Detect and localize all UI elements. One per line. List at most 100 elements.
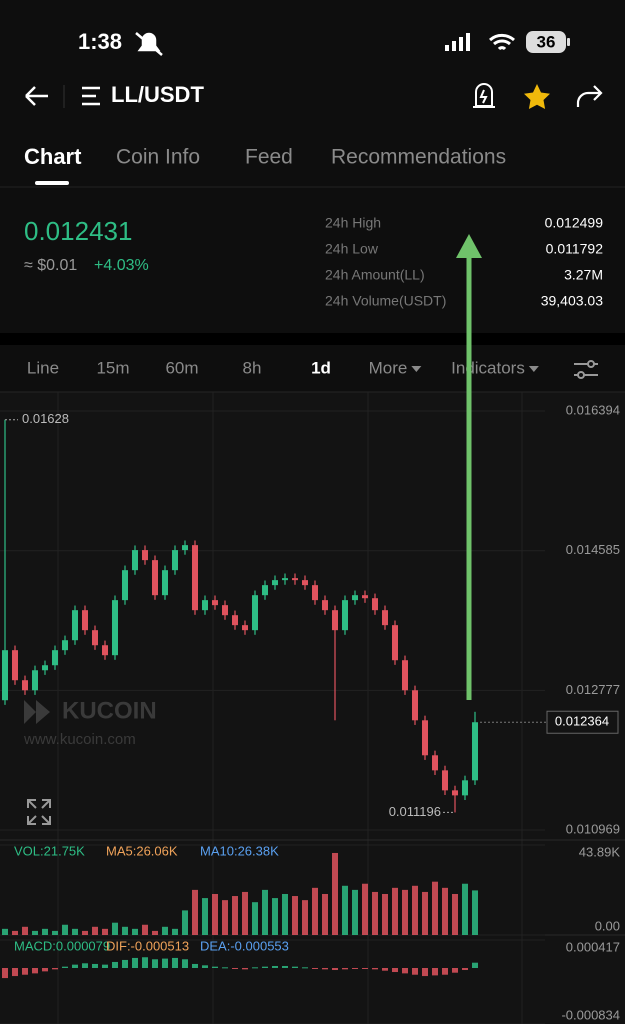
bar — [282, 893, 288, 935]
candle-body — [392, 625, 398, 661]
bar — [222, 967, 228, 969]
y-tick-label: 0.012777 — [566, 682, 620, 697]
tab[interactable]: Coin Info — [116, 146, 200, 169]
stat-value: 39,403.03 — [541, 293, 603, 309]
fullscreen-button[interactable] — [27, 799, 51, 825]
interval-tab[interactable]: 60m — [165, 358, 198, 377]
bar — [2, 928, 8, 935]
bar — [202, 965, 208, 968]
candle-body — [342, 600, 348, 631]
y-tick-label: 0.010969 — [566, 821, 620, 836]
candle-body — [92, 630, 98, 646]
bar — [232, 968, 238, 969]
tab[interactable]: Recommendations — [331, 146, 506, 169]
candle-body — [262, 585, 268, 596]
interval-tab[interactable]: 8h — [243, 358, 262, 377]
candle-body — [302, 580, 308, 586]
interval-tab[interactable]: 1d — [311, 358, 331, 377]
bar — [112, 961, 118, 968]
candle-body — [132, 550, 138, 571]
bar — [22, 926, 28, 935]
candle-body — [222, 605, 228, 616]
bar — [222, 900, 228, 935]
min-label: 0.011196 — [389, 804, 441, 819]
interval-tab[interactable]: Line — [27, 358, 59, 377]
interval-tab[interactable]: 15m — [96, 358, 129, 377]
tab[interactable]: Feed — [245, 146, 293, 169]
candle-body — [322, 600, 328, 611]
bar — [202, 898, 208, 935]
bar — [372, 891, 378, 935]
bar — [362, 883, 368, 935]
y-tick-label: 0.000417 — [566, 939, 620, 954]
bar — [232, 896, 238, 935]
stat-value: 0.011792 — [546, 241, 604, 257]
bar — [62, 924, 68, 935]
interval-tab[interactable]: More — [369, 358, 408, 377]
bar — [162, 958, 168, 968]
bar — [142, 924, 148, 935]
favorite-icon[interactable] — [524, 84, 550, 109]
bar — [252, 967, 258, 969]
bar — [192, 889, 198, 935]
tab-active[interactable]: Chart — [24, 144, 82, 169]
candle-body — [332, 610, 338, 631]
candle-body — [182, 545, 188, 551]
candle-body — [312, 585, 318, 601]
bar — [362, 968, 368, 969]
bar — [352, 968, 358, 969]
interval-tab[interactable]: Indicators — [451, 358, 525, 377]
bar — [32, 930, 38, 935]
bar — [332, 968, 338, 971]
bar — [32, 968, 38, 974]
stat-label: 24h Amount(LL) — [325, 267, 425, 283]
bar — [92, 926, 98, 935]
candle-body — [102, 645, 108, 656]
bar — [432, 968, 438, 976]
candle-body — [452, 790, 458, 796]
stat-value: 0.012499 — [545, 215, 604, 231]
candle-body — [372, 598, 378, 611]
dropdown-caret — [411, 366, 422, 372]
bar — [132, 957, 138, 968]
bar — [102, 928, 108, 935]
bar — [352, 889, 358, 935]
indicator-label: DIF:-0.000513 — [106, 938, 189, 953]
bar — [452, 893, 458, 935]
stat-label: 24h High — [325, 215, 381, 231]
candle-body — [82, 610, 88, 631]
pair-title[interactable]: LL/USDT — [111, 82, 204, 107]
alert-icon[interactable] — [473, 83, 495, 108]
bar — [452, 968, 458, 973]
candle-body — [442, 770, 448, 791]
dropdown-caret — [528, 366, 539, 372]
candle-body — [232, 615, 238, 626]
candle-body — [462, 780, 468, 796]
bar — [412, 885, 418, 935]
bar — [322, 893, 328, 935]
settings-knob — [577, 371, 585, 379]
menu-icon[interactable] — [82, 86, 100, 106]
bar — [92, 963, 98, 968]
wifi-icon — [489, 33, 515, 51]
battery-tip — [567, 38, 570, 46]
stat-value: 3.27M — [564, 267, 603, 283]
bar — [242, 891, 248, 935]
back-button[interactable] — [25, 86, 48, 106]
candle-body — [152, 560, 158, 596]
bar — [422, 891, 428, 935]
share-icon[interactable] — [576, 85, 603, 107]
settings-knob — [587, 360, 595, 368]
separator — [0, 333, 625, 345]
battery-icon — [526, 31, 566, 53]
candle-body — [122, 570, 128, 601]
y-tick-label: 43.89K — [579, 844, 621, 859]
bar — [282, 965, 288, 968]
mute-icon — [135, 32, 163, 56]
watermark-logo — [24, 700, 50, 724]
bar — [342, 968, 348, 970]
bar — [402, 889, 408, 935]
bar — [42, 968, 48, 972]
bar — [322, 968, 328, 970]
